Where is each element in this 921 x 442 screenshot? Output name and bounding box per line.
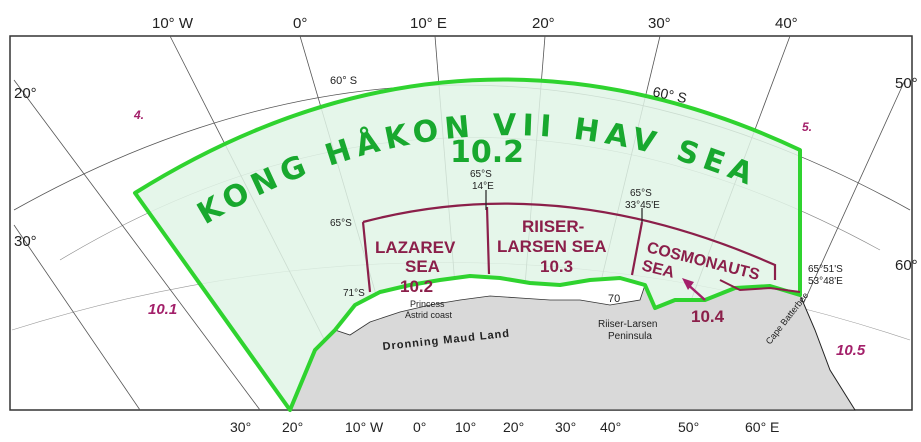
coord-71s: 71°S: [343, 288, 365, 299]
bottom-label-20b: 20°: [503, 419, 524, 435]
lon-label-40: 40°: [775, 15, 798, 32]
lon-label-20: 20°: [532, 15, 555, 32]
coord-65s-left: 65°S: [330, 218, 352, 229]
bottom-label-0: 0°: [413, 419, 426, 435]
zone-5: 5.: [802, 120, 812, 134]
coord-p1-lon: 14°E: [472, 181, 494, 192]
lon-label-10e: 10° E: [410, 15, 447, 32]
coord-p1-lat: 65°S: [470, 169, 492, 180]
kong-hakon-sea-area: [133, 77, 802, 412]
princess-astrid-line2: Astrid coast: [405, 310, 453, 320]
lat-label-left-20: 20°: [14, 85, 37, 102]
riiser-larsen-peninsula-line1: Riiser-Larsen: [598, 319, 657, 330]
bottom-label-30b: 30°: [555, 419, 576, 435]
bottom-label-10w: 10° W: [345, 419, 384, 435]
zone-10-1: 10.1: [148, 301, 177, 318]
princess-astrid-line1: Princess: [410, 299, 445, 309]
lazarev-sea-line2: SEA: [405, 257, 440, 276]
lat-label-left-30: 30°: [14, 233, 37, 250]
lazarev-sea-code: 10.2: [400, 277, 433, 296]
zone-4: 4.: [133, 108, 144, 122]
bottom-label-60e: 60° E: [745, 419, 779, 435]
lon-label-30: 30°: [648, 15, 671, 32]
lat-label-right-50: 50°: [895, 75, 918, 92]
coord-p2-lat: 65°S: [630, 188, 652, 199]
riiser-larsen-sea-line1: RIISER-: [522, 217, 584, 236]
riiser-larsen-sea-line2: LARSEN SEA: [497, 237, 607, 256]
lon-label-0: 0°: [293, 15, 307, 32]
lon-label-10w: 10° W: [152, 15, 194, 32]
bottom-label-40: 40°: [600, 419, 621, 435]
parallel-60s-label-left: 60° S: [330, 75, 357, 87]
cosmonauts-inner-border: [719, 279, 801, 293]
coord-p3-lat: 65°51'S: [808, 264, 843, 275]
bottom-label-10: 10°: [455, 419, 476, 435]
parallel-60s-label-right: 60° S: [651, 83, 688, 106]
cosmonauts-arrowhead: [682, 278, 694, 290]
coord-p2-lon: 33°45'E: [625, 200, 660, 211]
marker-70: 70: [608, 293, 620, 305]
main-area-code: 10.2: [450, 135, 524, 170]
bottom-label-50: 50°: [678, 419, 699, 435]
cosmonauts-sea-code: 10.4: [691, 307, 725, 326]
sub-seas-border: [361, 202, 777, 293]
bottom-label-30: 30°: [230, 419, 251, 435]
lat-label-right-60: 60°: [895, 257, 918, 274]
lazarev-sea-line1: LAZAREV: [375, 238, 456, 257]
zone-10-5: 10.5: [836, 342, 866, 359]
riiser-larsen-sea-code: 10.3: [540, 257, 573, 276]
bottom-label-20: 20°: [282, 419, 303, 435]
riiser-larsen-peninsula-line2: Peninsula: [608, 331, 652, 342]
coord-p3-lon: 53°48'E: [808, 276, 843, 287]
